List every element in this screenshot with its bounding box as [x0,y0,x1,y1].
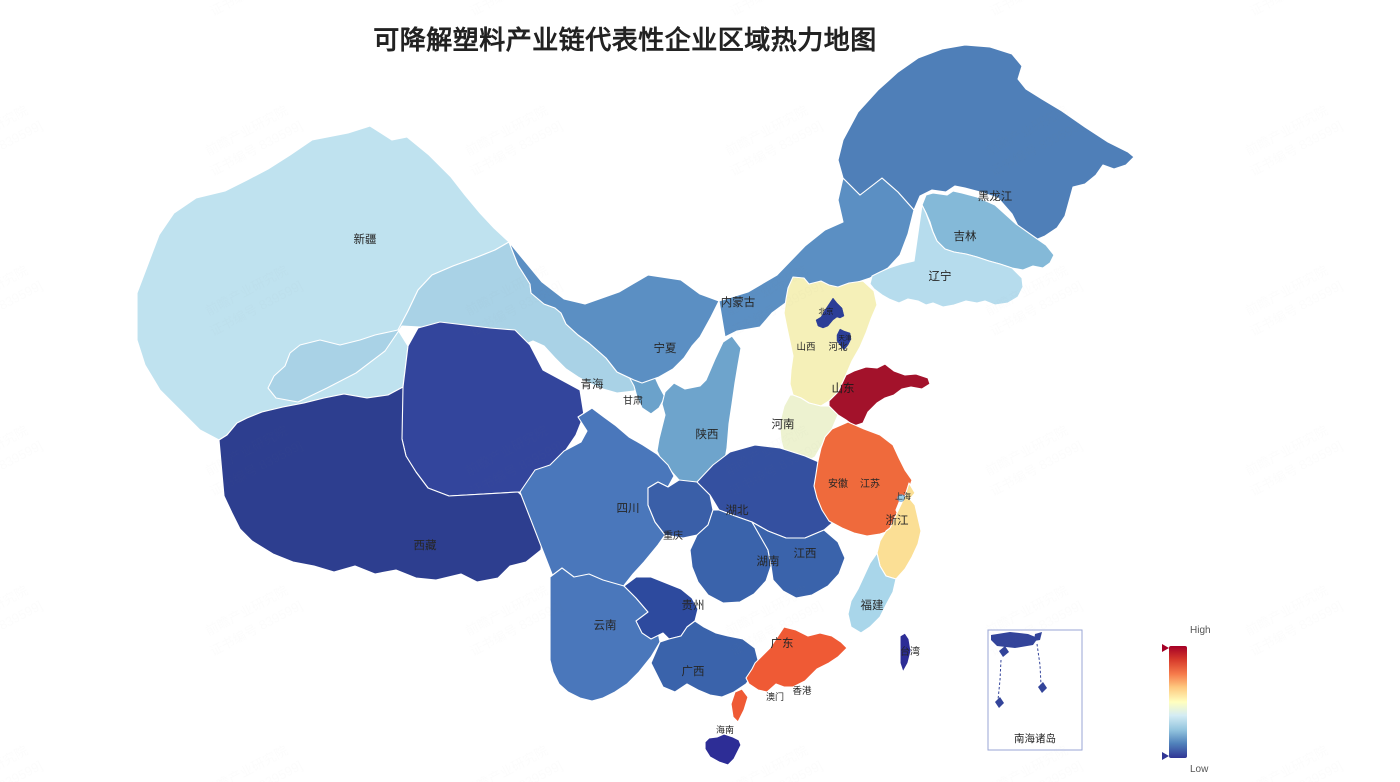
svg-text:澳门: 澳门 [766,691,784,702]
svg-text:High: High [1190,625,1211,636]
svg-text:黑龙江: 黑龙江 [978,190,1013,203]
svg-text:宁夏: 宁夏 [654,341,677,355]
svg-text:内蒙古: 内蒙古 [721,295,756,309]
svg-text:湖北: 湖北 [726,503,749,517]
svg-text:吉林: 吉林 [954,229,977,243]
svg-text:贵州: 贵州 [682,599,705,612]
svg-text:辽宁: 辽宁 [929,269,952,283]
svg-text:新疆: 新疆 [354,232,377,246]
svg-text:香港: 香港 [792,685,812,697]
svg-text:南海诸岛: 南海诸岛 [1014,732,1056,745]
svg-text:天津: 天津 [839,334,853,342]
svg-text:浙江: 浙江 [886,514,909,527]
svg-text:陕西: 陕西 [696,427,719,441]
svg-text:山西: 山西 [796,342,815,353]
svg-text:福建: 福建 [861,598,884,612]
svg-text:山东: 山东 [832,382,855,395]
svg-text:上海: 上海 [895,491,911,501]
svg-text:重庆: 重庆 [663,529,683,542]
svg-text:西藏: 西藏 [414,539,437,552]
svg-text:海南: 海南 [716,724,734,735]
svg-text:云南: 云南 [594,618,617,632]
svg-text:四川: 四川 [617,502,640,515]
svg-text:Low: Low [1190,764,1209,775]
svg-text:江苏: 江苏 [860,477,880,490]
svg-text:甘肃: 甘肃 [623,394,643,407]
svg-text:台湾: 台湾 [900,645,920,658]
svg-text:广西: 广西 [682,665,705,678]
svg-text:北京: 北京 [819,306,834,316]
svg-text:湖南: 湖南 [757,554,780,568]
svg-text:安徽: 安徽 [828,477,848,490]
svg-text:河南: 河南 [772,417,795,431]
svg-text:广东: 广东 [771,637,794,650]
svg-text:江西: 江西 [794,547,817,560]
svg-text:河北: 河北 [828,341,848,353]
svg-text:青海: 青海 [581,377,604,391]
